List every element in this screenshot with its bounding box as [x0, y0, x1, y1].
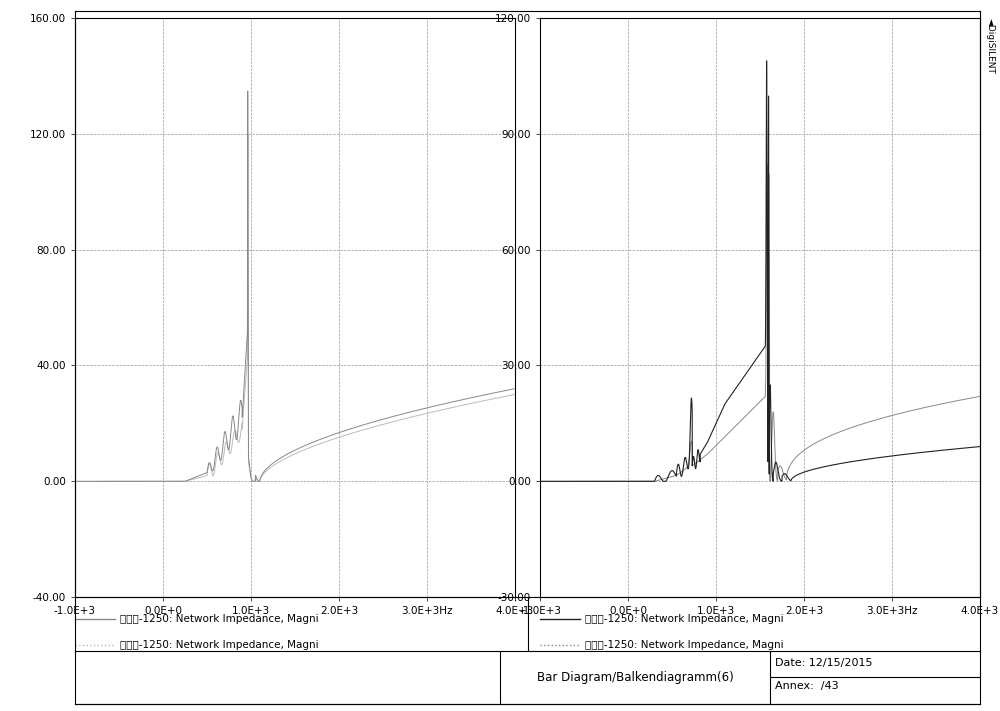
Text: 炼油厂-1250: Network Impedance, Magni: 炼油厂-1250: Network Impedance, Magni — [585, 614, 784, 624]
Text: Annex:  /43: Annex: /43 — [775, 681, 839, 691]
Text: ◄DigiSILENT: ◄DigiSILENT — [986, 18, 995, 74]
Text: 渭南注-1250: Network Impedance, Magni: 渭南注-1250: Network Impedance, Magni — [120, 614, 319, 624]
Text: 渭南注-1250: Network Impedance, Magni: 渭南注-1250: Network Impedance, Magni — [120, 640, 319, 651]
Text: Date: 12/15/2015: Date: 12/15/2015 — [775, 658, 872, 668]
Text: 炼油厂-1250: Network Impedance, Magni: 炼油厂-1250: Network Impedance, Magni — [585, 640, 784, 651]
Text: Bar Diagram/Balkendiagramm(6): Bar Diagram/Balkendiagramm(6) — [537, 670, 733, 684]
